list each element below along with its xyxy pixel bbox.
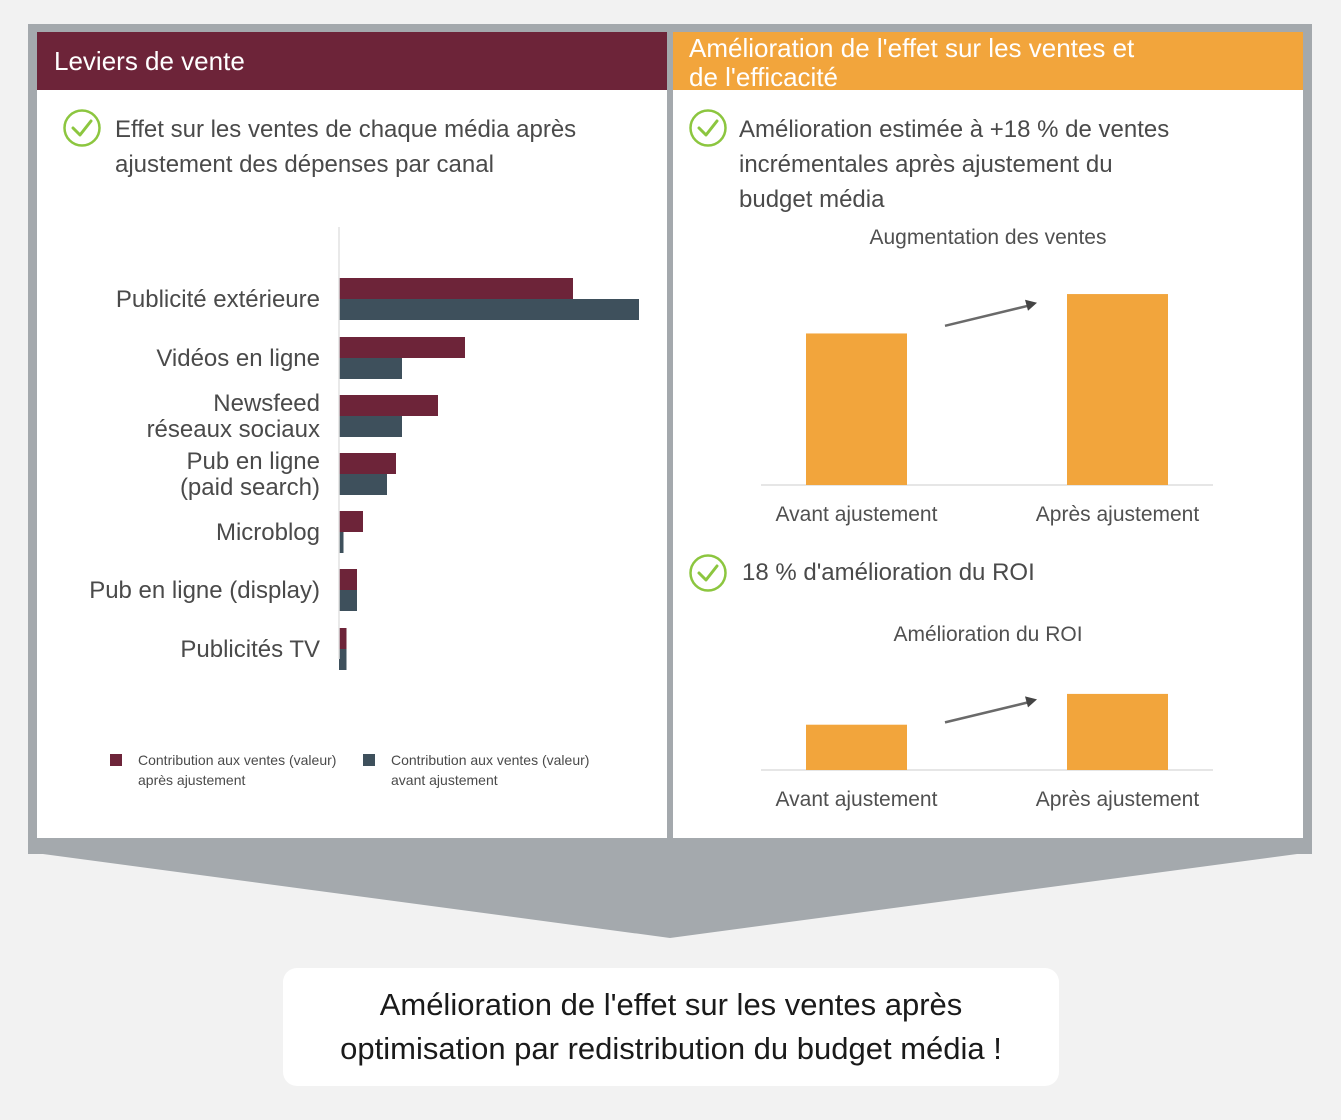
bar-after <box>339 569 357 590</box>
arrow-head-icon <box>1025 696 1037 708</box>
bar <box>1067 294 1168 485</box>
check-circle-icon <box>689 554 727 592</box>
check-circle-icon <box>63 109 101 147</box>
left-panel: Leviers de vente Effet sur les ventes de… <box>37 32 667 838</box>
category-label: Vidéos en ligne <box>156 345 320 372</box>
left-panel-header: Leviers de vente <box>37 32 667 90</box>
bar-before <box>339 416 402 437</box>
bar-before <box>339 299 639 320</box>
bar-after <box>339 278 573 299</box>
arrow-head-icon <box>1025 299 1037 311</box>
bar-after <box>339 395 438 416</box>
media-contribution-chart: Publicité extérieure Vidéos en ligne Newsf… <box>89 227 639 670</box>
left-subtitle: Effet sur les ventes de chaque média apr… <box>115 116 577 178</box>
check-circle-icon <box>689 109 727 147</box>
bar-after <box>339 511 363 532</box>
category-label: Pub en ligne (display) <box>89 577 320 604</box>
roi-subtitle: 18 % d'amélioration du ROI <box>742 559 1035 586</box>
bar-after <box>339 337 465 358</box>
sales-chart-title: Augmentation des ventes <box>869 226 1107 249</box>
category-label: Microblog <box>216 519 320 546</box>
bar-before <box>339 532 344 553</box>
legend-label-before: Contribution aux ventes (valeur) avant a… <box>391 752 590 788</box>
category-label: Avant ajustement <box>776 503 938 526</box>
category-label: Pub en ligne <box>187 448 320 475</box>
category-label: Newsfeed <box>213 390 320 417</box>
bar-after <box>339 453 396 474</box>
sales-chart: Avant ajustement Après ajustement <box>761 294 1213 526</box>
trend-arrow-icon <box>944 304 1029 328</box>
trend-arrow-icon <box>944 701 1029 724</box>
roi-chart-title: Amélioration du ROI <box>893 623 1083 646</box>
bar-before <box>339 590 357 611</box>
sales-subtitle: Amélioration estimée à +18 % de ventes i… <box>739 116 1170 213</box>
category-label: Après ajustement <box>1036 503 1200 526</box>
legend-label-after: Contribution aux ventes (valeur) après a… <box>138 752 337 788</box>
bar-before <box>339 649 347 670</box>
category-label: Publicité extérieure <box>116 286 320 313</box>
category-label: (paid search) <box>180 474 320 501</box>
legend-swatch-before <box>363 754 375 766</box>
right-panel: Amélioration de l'effet sur les ventes e… <box>673 32 1303 838</box>
bar-after <box>339 628 347 649</box>
category-label: Après ajustement <box>1036 788 1200 811</box>
right-panel-header: Amélioration de l'effet sur les ventes e… <box>673 32 1303 92</box>
bar <box>806 333 907 485</box>
bar <box>806 724 907 770</box>
category-label: Avant ajustement <box>776 788 938 811</box>
bar-before <box>339 358 402 379</box>
roi-chart: Avant ajustement Après ajustement <box>761 693 1213 811</box>
bar-before <box>339 474 387 495</box>
conclusion-banner: Amélioration de l'effet sur les ventes a… <box>283 968 1059 1086</box>
bar <box>1067 693 1168 770</box>
legend-swatch-after <box>110 754 122 766</box>
category-label: réseaux sociaux <box>147 416 320 443</box>
category-label: Publicités TV <box>180 636 320 663</box>
chevron-arrow <box>28 838 1312 938</box>
